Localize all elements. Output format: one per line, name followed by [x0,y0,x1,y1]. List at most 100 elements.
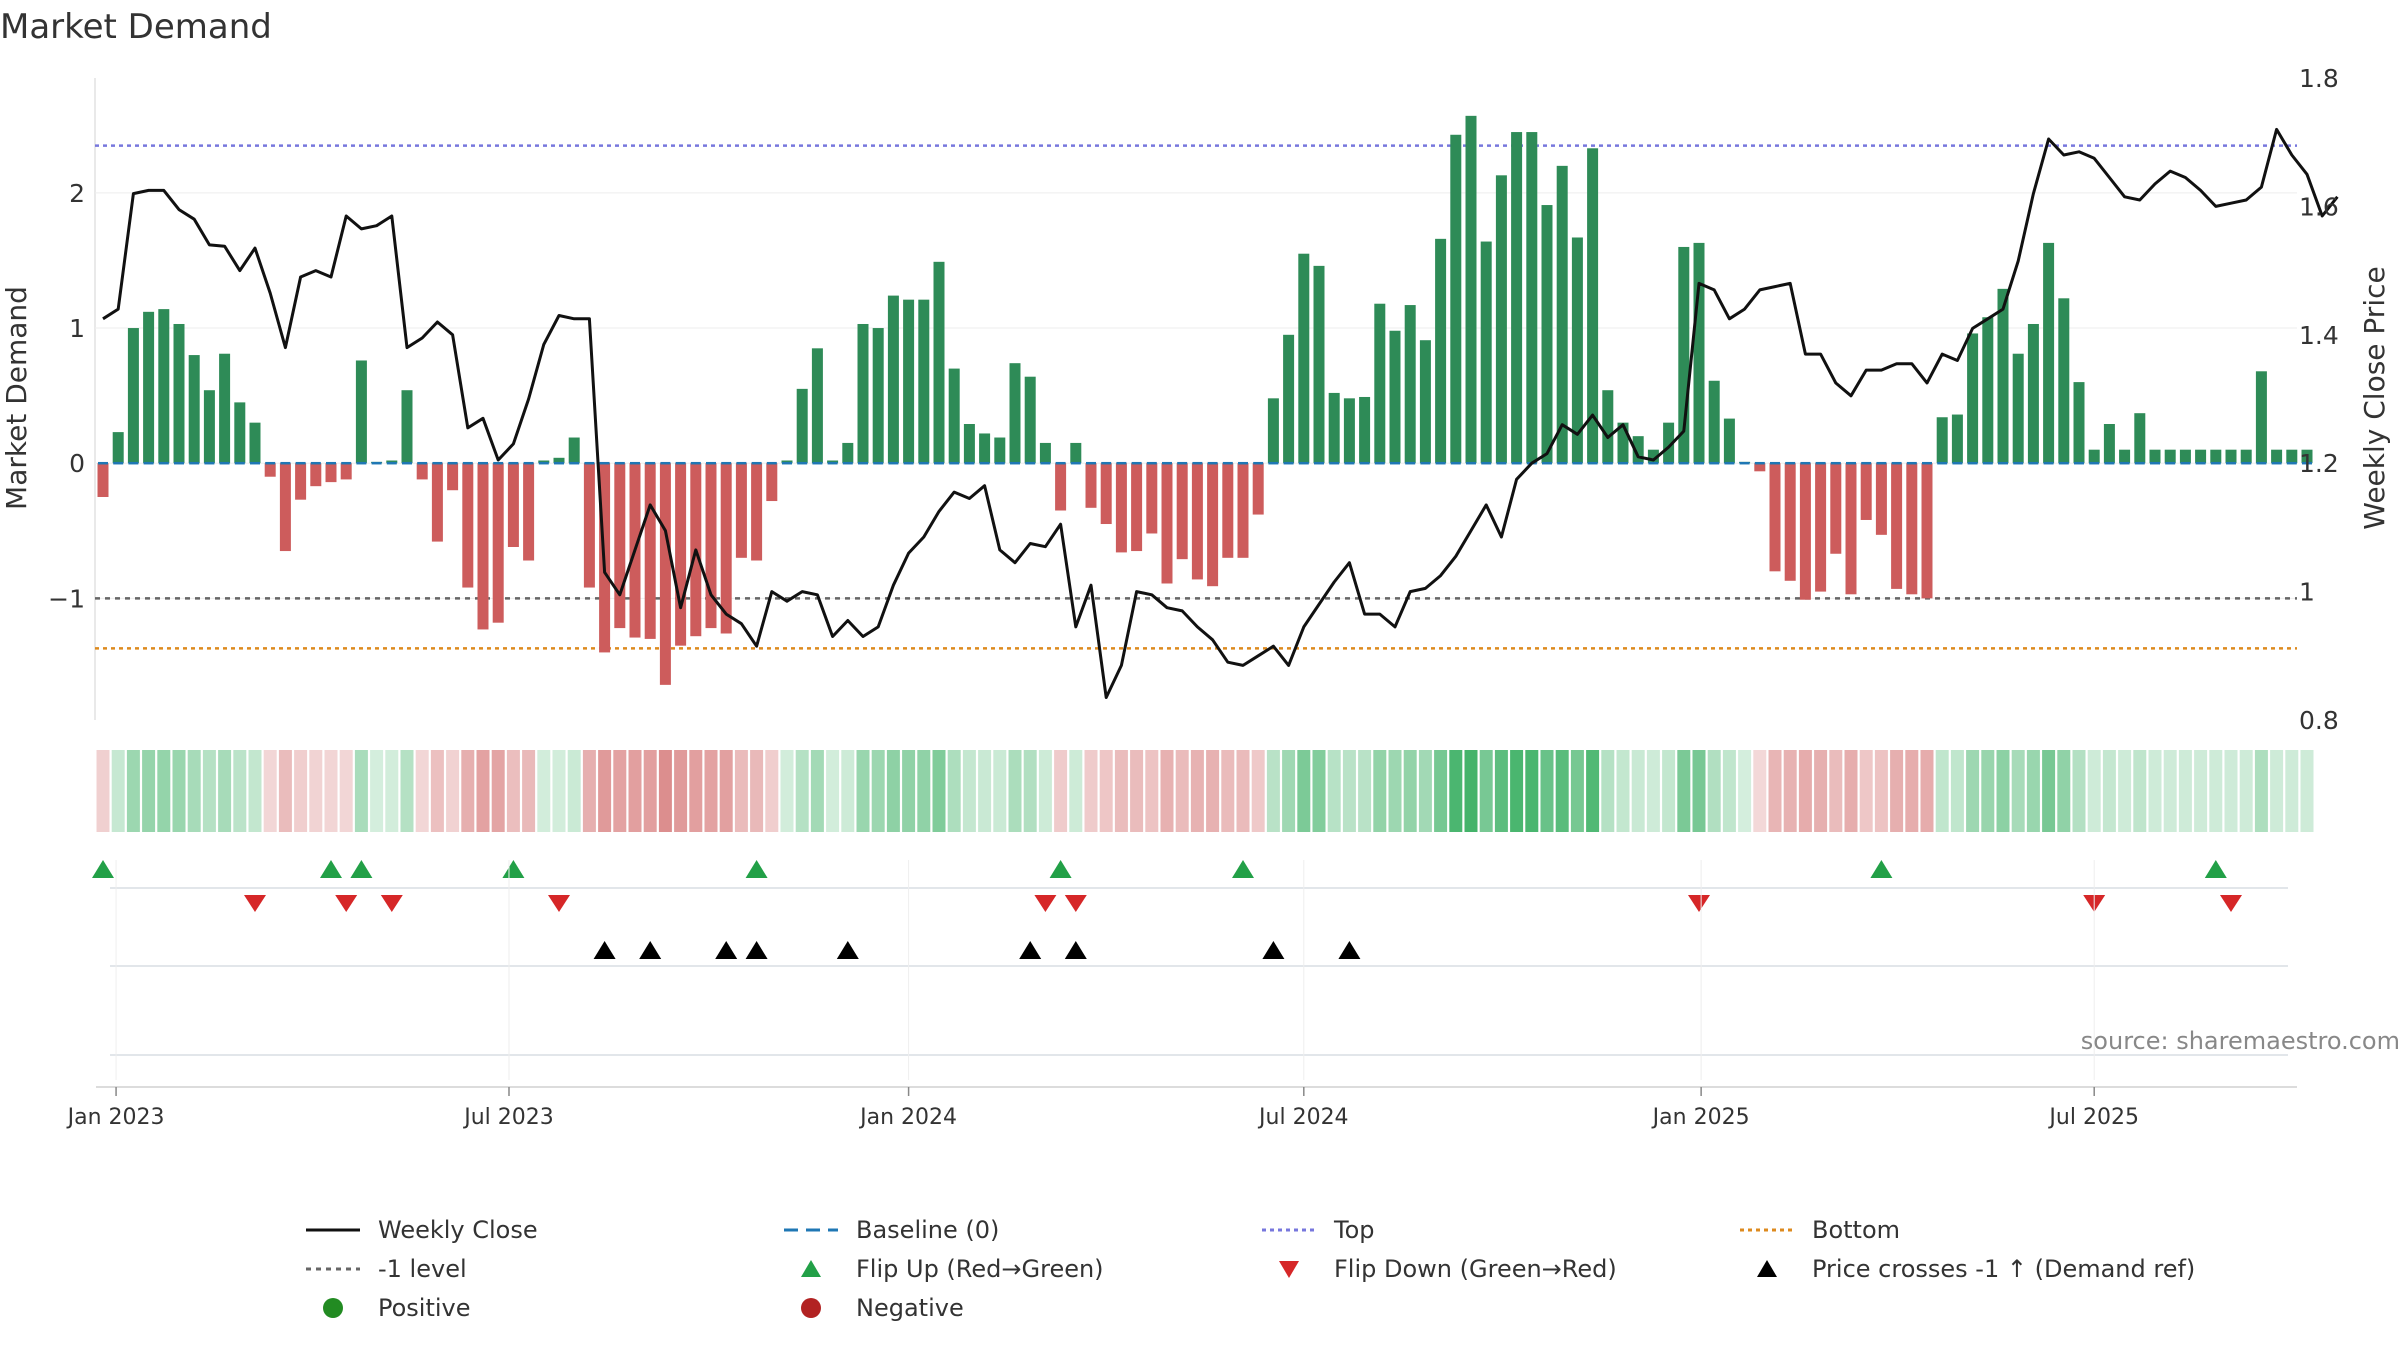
legend-label: Positive [378,1293,471,1322]
heat-cell-negative [1753,750,1767,832]
flip-up-marker [1870,860,1893,878]
heat-cell-negative [491,750,505,832]
positive-bar [219,353,231,464]
heat-cell-positive [1601,750,1615,832]
heat-cell-negative [339,750,353,832]
heat-cell-negative [1859,750,1873,832]
positive-bar [2058,298,2070,464]
heat-cell-positive [993,750,1007,832]
legend-label: Flip Down (Green→Red) [1334,1254,1617,1283]
negative-bar [766,463,778,502]
price-cross-marker [1262,941,1285,959]
legend-price-cross: Price crosses -1 ↑ (Demand ref) [1734,1254,2212,1284]
heat-cell-positive [1510,750,1524,832]
positive-bar [1936,417,1948,464]
heat-cell-negative [446,750,460,832]
negative-bar [1146,463,1158,534]
flip-down-marker [335,895,358,912]
heat-cell-positive [126,750,140,832]
heat-cell-positive [932,750,946,832]
positive-bar [2240,449,2252,464]
heat-cell-negative [750,750,764,832]
heat-cell-positive [1327,750,1341,832]
positive-bar [2164,449,2176,464]
negative-bar [523,463,535,561]
heat-cell-positive [1403,750,1417,832]
negative-bar [1161,463,1173,584]
heat-cell-positive [902,750,916,832]
heat-cell-positive [2178,750,2192,832]
heat-cell-negative [1145,750,1159,832]
heat-cell-positive [2300,750,2314,832]
legend-weekly-close: Weekly Close [300,1215,778,1245]
heat-cell-negative [1829,750,1843,832]
positive-bar [2088,449,2100,464]
positive-bar [1967,333,1979,464]
right-tick-label: 0.8 [2299,706,2339,735]
positive-bar [1343,398,1355,464]
heat-cell-negative [1084,750,1098,832]
heat-cell-positive [385,750,399,832]
heat-cell-positive [1738,750,1752,832]
positive-bar [1678,246,1690,464]
positive-bar [401,390,413,464]
heat-cell-positive [2011,750,2025,832]
legend-row: Positive Negative [300,1288,2250,1327]
heat-cell-positive [111,750,125,832]
negative-bar [1252,463,1264,515]
positive-bar [568,437,580,464]
positive-bar [1997,288,2009,464]
right-axis-label: Weekly Close Price [2358,266,2391,529]
positive-bar [249,422,261,464]
heat-cell-positive [142,750,156,832]
negative-bar [659,463,671,685]
positive-bar [933,261,945,464]
positive-bar [887,295,899,464]
positive-bar [2286,449,2298,464]
negative-bar [720,463,732,634]
positive-bar [903,299,915,464]
positive-bar [1009,363,1021,464]
heat-cell-positive [856,750,870,832]
left-tick-label: 0 [69,449,85,478]
positive-bar [1267,398,1279,464]
negative-bar [1222,463,1234,558]
negative-bar [1830,463,1842,554]
legend-label: Top [1334,1215,1375,1244]
negative-bar [279,463,291,552]
negative-bar [340,463,352,480]
heat-cell-negative [1221,750,1235,832]
flip-up-marker [1232,860,1254,878]
x-axis-ticks: Jan 2023 Jul 2023 Jan 2024 Jul 2024 Jan 2025… [66,1087,2139,1130]
positive-bar [2012,353,2024,464]
price-cross-triangle-icon [1757,1259,1777,1277]
negative-bar [1055,463,1067,511]
heat-cell-positive [1646,750,1660,832]
negative-bar [1891,463,1903,589]
heat-cell-positive [1525,750,1539,832]
heat-cell-negative [522,750,536,832]
left-axis-ticks: 2 1 0 −1 [48,179,85,613]
negative-bar [1875,463,1887,535]
heat-cell-positive [1950,750,1964,832]
legend-label: Baseline (0) [856,1215,1000,1244]
heat-cell-negative [430,750,444,832]
positive-bar [2195,449,2207,464]
positive-bar [2103,424,2115,464]
heat-cell-positive [2072,750,2086,832]
price-cross-marker [593,941,616,959]
heat-cell-positive [795,750,809,832]
x-tick-label: Jul 2023 [462,1105,554,1130]
negative-bar [675,463,687,646]
legend-flip-up: Flip Up (Red→Green) [778,1254,1256,1284]
negative-bar [295,463,307,500]
positive-bar [2301,449,2313,464]
heat-cell-positive [1586,750,1600,832]
negative-bar [1769,463,1781,572]
demand-heat-strip [96,750,2314,832]
heat-cell-negative [734,750,748,832]
negative-bar [431,463,443,542]
heat-cell-positive [400,750,414,832]
heat-cell-positive [202,750,216,832]
flip-up-triangle-icon [801,1259,821,1277]
